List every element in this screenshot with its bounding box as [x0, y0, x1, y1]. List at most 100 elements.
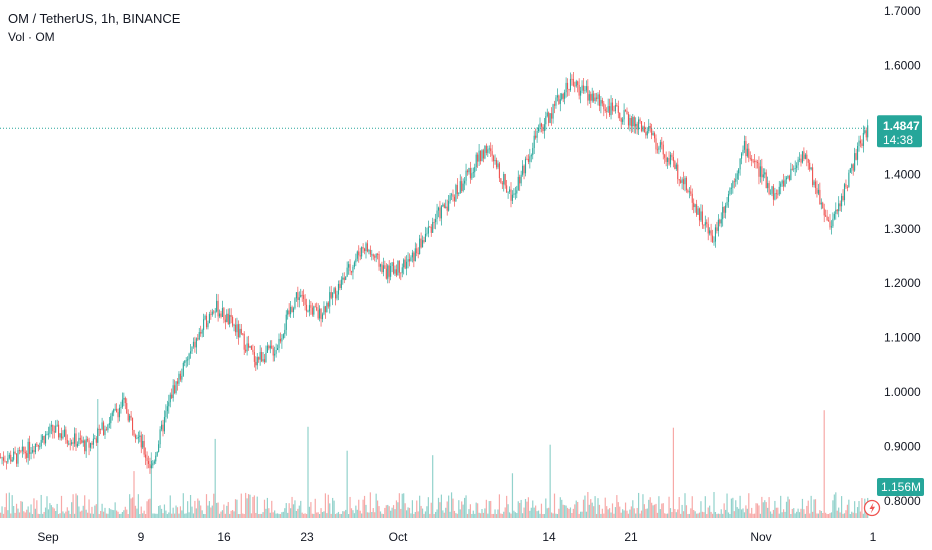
candle-body — [755, 160, 757, 163]
volume-bar — [146, 501, 148, 518]
volume-bar — [113, 510, 115, 518]
candle-body — [683, 179, 685, 185]
volume-bar — [751, 507, 753, 518]
candle-body — [436, 210, 438, 219]
volume-bar — [566, 507, 569, 518]
volume-bar — [698, 512, 701, 518]
candle-body — [404, 259, 406, 269]
volume-bar — [507, 504, 509, 518]
candle-body — [426, 233, 428, 235]
volume-bar — [358, 499, 360, 518]
flash-icon-button[interactable] — [863, 499, 881, 517]
candle-body — [320, 308, 322, 320]
volume-bar — [208, 501, 210, 518]
volume-bar — [207, 505, 209, 518]
candle-body — [339, 283, 341, 289]
volume-bar — [456, 513, 458, 518]
volume-bar — [848, 499, 850, 518]
candle-body — [75, 433, 77, 447]
volume-bar — [653, 504, 656, 518]
candle-body — [659, 142, 661, 148]
volume-bar — [390, 510, 392, 518]
candle-body — [764, 172, 766, 175]
candle-body — [343, 277, 345, 280]
volume-bar — [494, 509, 496, 518]
volume-bar — [249, 494, 251, 518]
candle-body — [59, 433, 61, 438]
candle-body — [81, 439, 83, 443]
volume-bar — [504, 507, 506, 518]
candle-body — [265, 352, 267, 363]
volume-bar — [243, 513, 245, 518]
candle-body — [172, 385, 174, 399]
candle-body — [610, 102, 612, 116]
volume-bar — [790, 513, 792, 518]
candle-body — [217, 300, 219, 317]
candle-body — [139, 435, 141, 437]
candle-body — [103, 422, 105, 435]
candle-body — [91, 443, 93, 445]
candle-body — [124, 397, 126, 404]
candle-body — [667, 158, 669, 162]
candle-body — [94, 438, 96, 440]
candle-body — [664, 154, 666, 158]
candle-body — [629, 118, 631, 126]
time-tick-label: 14 — [542, 530, 556, 544]
candle-body — [204, 315, 206, 320]
candle-body — [606, 110, 608, 112]
candle-body — [100, 429, 102, 430]
volume-bar — [598, 504, 601, 518]
candle-body — [635, 123, 637, 127]
volume-bar — [229, 513, 231, 518]
candle-body — [304, 299, 306, 305]
candle-body — [593, 93, 595, 102]
candle-body — [568, 89, 570, 91]
volume-bar — [18, 512, 21, 518]
volume-bar — [791, 508, 793, 518]
volume-bar — [266, 497, 268, 518]
volume-bar — [855, 513, 857, 518]
candle-body — [794, 167, 796, 169]
volume-bar — [726, 493, 728, 518]
volume-bar — [761, 496, 763, 518]
volume-bar — [63, 513, 65, 518]
time-tick-label: 16 — [217, 530, 231, 544]
volume-bar — [123, 510, 125, 518]
candle-body — [768, 183, 770, 195]
volume-bar — [275, 513, 277, 518]
price-tick-label: 0.8000 — [884, 494, 921, 508]
candle-body — [330, 292, 332, 298]
candle-body — [216, 300, 218, 312]
candle-body — [633, 117, 635, 127]
volume-bar — [189, 494, 192, 518]
volume-bar — [633, 508, 635, 518]
candle-body — [807, 159, 809, 163]
candle-body — [213, 311, 215, 313]
candle-body — [845, 184, 847, 188]
candle-body — [416, 248, 418, 254]
candle-body — [89, 443, 92, 448]
candle-body — [220, 313, 222, 317]
volume-bar — [339, 513, 341, 518]
symbol-title[interactable]: OM / TetherUS, 1h, BINANCE — [8, 11, 181, 26]
volume-bar — [788, 499, 790, 518]
candle-body — [548, 112, 550, 123]
candle-body — [549, 113, 551, 123]
candle-body — [42, 435, 44, 440]
volume-bar — [39, 513, 41, 518]
volume-bar — [105, 513, 108, 518]
time-axis[interactable]: Sep 9 16 23 Oct 14 21 Nov 1 — [37, 530, 876, 544]
volume-indicator-label[interactable]: Vol · OM — [8, 30, 55, 44]
candle-body — [736, 173, 738, 179]
volume-bar — [287, 512, 289, 518]
volume-bar — [603, 513, 605, 518]
candle-body — [742, 149, 744, 154]
volume-bar — [590, 499, 592, 518]
candle-body — [378, 254, 380, 267]
price-axis[interactable]: 1.70001.60001.50001.40001.30001.20001.10… — [884, 4, 921, 508]
candle-body — [739, 158, 741, 170]
volume-bar — [713, 492, 715, 518]
volume-bar — [769, 511, 772, 518]
volume-bar — [727, 512, 730, 518]
